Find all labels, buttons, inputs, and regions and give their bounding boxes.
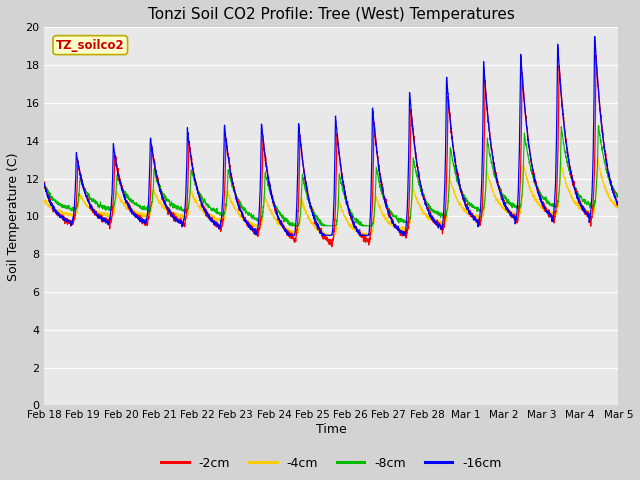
-16cm <box>614 202 622 207</box>
-2cm <box>285 230 293 236</box>
-4cm <box>41 198 49 204</box>
-16cm <box>285 231 293 237</box>
-8cm <box>260 189 268 194</box>
-8cm <box>287 223 295 228</box>
Line: -8cm: -8cm <box>45 126 618 226</box>
-8cm <box>285 220 293 226</box>
-2cm <box>541 207 549 213</box>
-8cm <box>106 207 114 213</box>
-4cm <box>285 228 293 234</box>
-2cm <box>106 222 114 228</box>
-4cm <box>614 205 622 211</box>
Legend: -2cm, -4cm, -8cm, -16cm: -2cm, -4cm, -8cm, -16cm <box>156 452 506 475</box>
-16cm <box>541 205 549 211</box>
-2cm <box>592 52 600 58</box>
-4cm <box>594 155 602 161</box>
-16cm <box>106 216 114 222</box>
X-axis label: Time: Time <box>316 423 347 436</box>
Line: -4cm: -4cm <box>45 158 618 235</box>
-2cm <box>140 220 148 226</box>
-16cm <box>591 34 598 39</box>
-8cm <box>595 123 602 129</box>
-4cm <box>541 207 549 213</box>
-4cm <box>140 212 148 218</box>
-4cm <box>106 212 114 217</box>
-16cm <box>285 232 292 238</box>
-2cm <box>614 199 622 204</box>
-8cm <box>604 171 611 177</box>
-16cm <box>41 181 49 187</box>
-2cm <box>41 179 49 185</box>
-8cm <box>614 194 622 200</box>
-2cm <box>328 244 336 250</box>
Line: -2cm: -2cm <box>45 55 618 247</box>
Title: Tonzi Soil CO2 Profile: Tree (West) Temperatures: Tonzi Soil CO2 Profile: Tree (West) Temp… <box>148 7 515 22</box>
-8cm <box>140 205 148 211</box>
-4cm <box>292 232 300 238</box>
Y-axis label: Soil Temperature (C): Soil Temperature (C) <box>7 152 20 281</box>
-4cm <box>260 192 268 198</box>
Text: TZ_soilco2: TZ_soilco2 <box>56 38 125 52</box>
-4cm <box>604 191 611 196</box>
-16cm <box>604 164 611 170</box>
-2cm <box>260 149 268 155</box>
-8cm <box>541 197 549 203</box>
Line: -16cm: -16cm <box>45 36 618 235</box>
-16cm <box>140 220 148 226</box>
-2cm <box>604 167 611 172</box>
-8cm <box>41 183 49 189</box>
-16cm <box>260 149 268 155</box>
